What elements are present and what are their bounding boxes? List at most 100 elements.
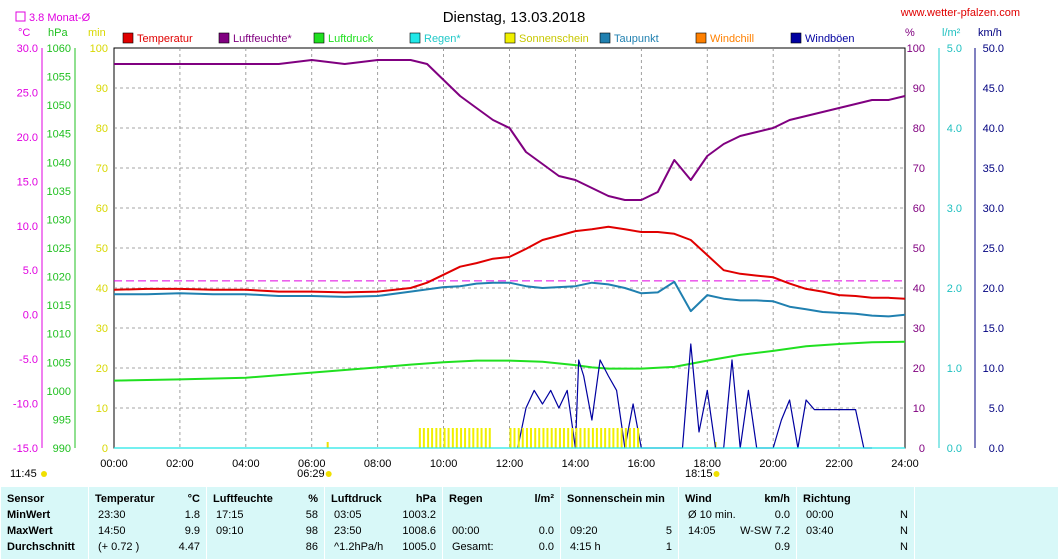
tick-label-pct: 0 (919, 443, 925, 455)
unit-pct: % (905, 27, 915, 39)
sunshine-bar (628, 428, 631, 448)
tick-label-wind: 20.0 (983, 283, 1004, 295)
series-line-0 (113, 225, 906, 300)
sunshine-bar (464, 428, 467, 448)
sunshine-bar (546, 428, 549, 448)
sun-tick-label: 11:45 (10, 468, 37, 480)
stats-cell: N (900, 525, 908, 537)
sunshine-bar (418, 428, 421, 448)
sunshine-bar (575, 428, 578, 448)
stats-cell: Richtung (803, 493, 851, 505)
tick-label-temp: 0.0 (23, 310, 38, 322)
series-line-2 (114, 59, 906, 201)
unit-min: min (88, 27, 106, 39)
chart-axes: 30.0 25.0 20.0 15.0 10.0 5.0 0.0 -5.0 -10.0 -15.0… (10, 43, 1004, 480)
stats-cell: 1003.2 (402, 509, 436, 521)
legend-swatch (790, 32, 802, 44)
legend-swatch (695, 32, 707, 44)
unit-press: hPa (48, 27, 68, 39)
tick-label-rain: 0.0 (947, 443, 962, 455)
tick-label-wind: 30.0 (983, 203, 1004, 215)
chart-title: Dienstag, 13.03.2018 (443, 9, 586, 26)
tick-label-temp: 5.0 (23, 265, 38, 277)
legend-label: Taupunkt (614, 33, 659, 45)
tick-label-pct: 60 (913, 203, 925, 215)
stats-cell: 1.8 (184, 509, 200, 521)
tick-label-press: 1015 (47, 300, 71, 312)
stats-cell: % (308, 493, 318, 505)
tick-label-pct: 20 (913, 363, 925, 375)
stats-cell: Luftfeuchte (213, 493, 273, 505)
tick-label-rain: 1.0 (947, 363, 962, 375)
series-line-3 (113, 340, 906, 382)
stats-cell: MinWert (7, 509, 51, 521)
tick-label-temp: -5.0 (19, 354, 38, 366)
x-tick-label: 18:00 (693, 458, 721, 470)
stats-column (442, 487, 561, 559)
month-avg-label: 3.8 Monat-Ø (29, 12, 91, 24)
website-link[interactable]: www.wetter-pfalzen.com (900, 7, 1020, 19)
legend-label: Sonnenschein (519, 33, 589, 45)
stats-cell: hPa (415, 493, 436, 505)
tick-label-press: 1035 (47, 186, 71, 198)
sunshine-bar (604, 428, 607, 448)
stats-cell: °C (187, 493, 200, 505)
sunshine-bar (616, 428, 619, 448)
tick-label-min: 70 (96, 163, 108, 175)
sunrise-icon (325, 471, 332, 477)
tick-label-pct: 90 (913, 83, 925, 95)
tick-label-press: 1030 (47, 214, 71, 226)
x-tick-label: 02:00 (166, 458, 194, 470)
stats-column (88, 487, 207, 559)
stats-cell: 03:40 (806, 525, 834, 537)
tick-label-temp: 30.0 (17, 43, 38, 55)
sunshine-bar (435, 428, 438, 448)
sunshine-bar (447, 428, 450, 448)
tick-label-temp: -15.0 (13, 443, 38, 455)
sunshine-bar (468, 428, 471, 448)
legend-label: Luftfeuchte* (233, 33, 292, 45)
tick-label-press: 1060 (47, 43, 71, 55)
sunshine-bar (480, 428, 483, 448)
tick-label-wind: 5.0 (989, 403, 1004, 415)
sunshine-bar (600, 428, 603, 448)
stats-table: Sensor MinWert MaxWert Durchschnitt Temperat… (0, 487, 1058, 559)
tick-label-wind: 50.0 (983, 43, 1004, 55)
tick-label-press: 995 (53, 414, 71, 426)
stats-cell: 4.47 (178, 541, 200, 553)
sunshine-bar (558, 428, 561, 448)
tick-label-press: 1045 (47, 129, 71, 141)
tick-label-min: 50 (96, 243, 108, 255)
stats-cell: Wind (685, 493, 712, 505)
sunshine-bar (637, 428, 640, 448)
stats-cell: W-SW 7.2 (740, 525, 790, 537)
chart-marks (113, 59, 906, 449)
unit-temp: °C (18, 27, 30, 39)
sunshine-bar (484, 428, 487, 448)
sunshine-bar (620, 428, 623, 448)
sunshine-bar (624, 428, 627, 448)
x-tick-label: 06:00 (298, 458, 326, 470)
tick-label-pct: 70 (913, 163, 925, 175)
stats-cell: l/m² (534, 493, 554, 505)
tick-label-rain: 4.0 (947, 123, 962, 135)
sun-icon (41, 471, 47, 477)
sunshine-bar (529, 428, 532, 448)
stats-cell: Regen (449, 493, 483, 505)
tick-label-temp: 25.0 (17, 87, 38, 99)
stats-cell: 00:00 (806, 509, 834, 521)
sunshine-bar (431, 428, 434, 448)
tick-label-min: 20 (96, 363, 108, 375)
stats-cell: 14:05 (688, 525, 716, 537)
tick-label-rain: 5.0 (947, 43, 962, 55)
stats-cell: 86 (305, 541, 318, 553)
stats-cell: 5 (665, 525, 672, 537)
stats-cell: 14:50 (98, 525, 126, 537)
sunshine-bar (472, 428, 475, 448)
tick-label-min: 60 (96, 203, 108, 215)
stats-cell: Luftdruck (331, 493, 382, 505)
tick-label-press: 1020 (47, 272, 71, 284)
sunshine-bar (595, 428, 598, 448)
tick-label-press: 1025 (47, 243, 71, 255)
x-tick-label: 00:00 (100, 458, 128, 470)
